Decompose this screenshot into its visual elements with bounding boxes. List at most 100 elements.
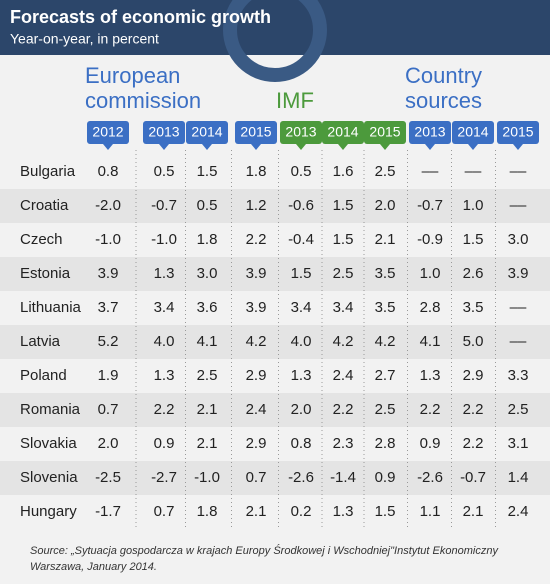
value-cell: 0.7 — [154, 503, 175, 520]
value-cell: 0.9 — [375, 469, 396, 486]
value-cell: 2.1 — [246, 503, 267, 520]
country-name: Croatia — [20, 197, 69, 214]
source-note: Warszawa, January 2014. — [30, 561, 157, 573]
value-cell: 2.0 — [375, 197, 396, 214]
title: Forecasts of economic growth — [10, 7, 271, 27]
value-cell: 4.0 — [291, 333, 312, 350]
tag-pointer — [202, 144, 212, 150]
value-cell: 1.6 — [333, 163, 354, 180]
value-cell: 2.1 — [197, 435, 218, 452]
value-cell: -2.5 — [95, 469, 121, 486]
value-cell: 1.5 — [197, 163, 218, 180]
value-cell: 1.8 — [246, 163, 267, 180]
row-band — [0, 461, 550, 495]
value-cell: 2.8 — [420, 299, 441, 316]
value-cell: 2.5 — [333, 265, 354, 282]
value-cell: 3.5 — [375, 299, 396, 316]
value-cell: -0.7 — [417, 197, 443, 214]
value-cell: 1.8 — [197, 231, 218, 248]
country-name: Lithuania — [20, 299, 82, 316]
value-cell: 4.2 — [246, 333, 267, 350]
year-tag — [87, 121, 129, 144]
country-name: Czech — [20, 231, 63, 248]
value-cell: –– — [510, 163, 527, 180]
value-cell: 0.7 — [246, 469, 267, 486]
value-cell: 1.3 — [154, 265, 175, 282]
value-cell: 1.4 — [508, 469, 529, 486]
value-cell: -0.4 — [288, 231, 314, 248]
value-cell: 0.5 — [197, 197, 218, 214]
value-cell: 2.2 — [420, 401, 441, 418]
value-cell: 2.4 — [246, 401, 267, 418]
value-cell: 5.0 — [463, 333, 484, 350]
country-name: Romania — [20, 401, 81, 418]
year-tag — [409, 121, 451, 144]
year-tag — [186, 121, 228, 144]
subtitle: Year-on-year, in percent — [10, 31, 159, 47]
value-cell: 3.4 — [291, 299, 312, 316]
value-cell: 2.8 — [375, 435, 396, 452]
value-cell: 3.6 — [197, 299, 218, 316]
value-cell: -2.6 — [288, 469, 314, 486]
header-band — [0, 0, 550, 55]
value-cell: 2.6 — [463, 265, 484, 282]
year-label: 2012 — [92, 124, 123, 140]
value-cell: 1.5 — [375, 503, 396, 520]
value-cell: 3.9 — [508, 265, 529, 282]
value-cell: 1.5 — [463, 231, 484, 248]
tag-pointer — [380, 144, 390, 150]
value-cell: 1.1 — [420, 503, 441, 520]
year-tag — [143, 121, 185, 144]
value-cell: 2.5 — [375, 163, 396, 180]
value-cell: 2.2 — [463, 401, 484, 418]
value-cell: 0.5 — [291, 163, 312, 180]
value-cell: 2.4 — [333, 367, 354, 384]
value-cell: –– — [465, 163, 482, 180]
year-tag — [452, 121, 494, 144]
group-label: Country — [405, 63, 482, 88]
value-cell: 1.3 — [333, 503, 354, 520]
value-cell: 0.7 — [98, 401, 119, 418]
value-cell: 2.2 — [333, 401, 354, 418]
value-cell: 1.9 — [98, 367, 119, 384]
value-cell: 1.5 — [333, 197, 354, 214]
country-name: Poland — [20, 367, 67, 384]
year-tag — [497, 121, 539, 144]
value-cell: 4.1 — [197, 333, 218, 350]
year-label: 2013 — [414, 124, 445, 140]
value-cell: 4.2 — [375, 333, 396, 350]
value-cell: -1.0 — [151, 231, 177, 248]
value-cell: 3.3 — [508, 367, 529, 384]
tag-pointer — [296, 144, 306, 150]
country-name: Hungary — [20, 503, 77, 520]
value-cell: –– — [510, 333, 527, 350]
group-label: IMF — [276, 88, 314, 113]
value-cell: 0.8 — [98, 163, 119, 180]
group-label: European — [85, 63, 180, 88]
value-cell: -0.9 — [417, 231, 443, 248]
value-cell: 1.5 — [333, 231, 354, 248]
value-cell: 3.5 — [375, 265, 396, 282]
value-cell: –– — [422, 163, 439, 180]
country-name: Slovakia — [20, 435, 77, 452]
value-cell: 3.5 — [463, 299, 484, 316]
tag-pointer — [103, 144, 113, 150]
value-cell: 2.9 — [246, 367, 267, 384]
value-cell: 2.3 — [333, 435, 354, 452]
value-cell: 2.9 — [246, 435, 267, 452]
year-label: 2014 — [327, 124, 358, 140]
tag-pointer — [338, 144, 348, 150]
value-cell: 4.1 — [420, 333, 441, 350]
value-cell: 3.9 — [98, 265, 119, 282]
year-tag — [280, 121, 322, 144]
value-cell: 1.3 — [420, 367, 441, 384]
value-cell: 3.9 — [246, 299, 267, 316]
year-label: 2015 — [369, 124, 400, 140]
value-cell: 5.2 — [98, 333, 119, 350]
value-cell: 2.7 — [375, 367, 396, 384]
value-cell: 0.2 — [291, 503, 312, 520]
value-cell: 1.2 — [246, 197, 267, 214]
value-cell: -0.7 — [151, 197, 177, 214]
value-cell: -0.7 — [460, 469, 486, 486]
year-label: 2015 — [502, 124, 533, 140]
